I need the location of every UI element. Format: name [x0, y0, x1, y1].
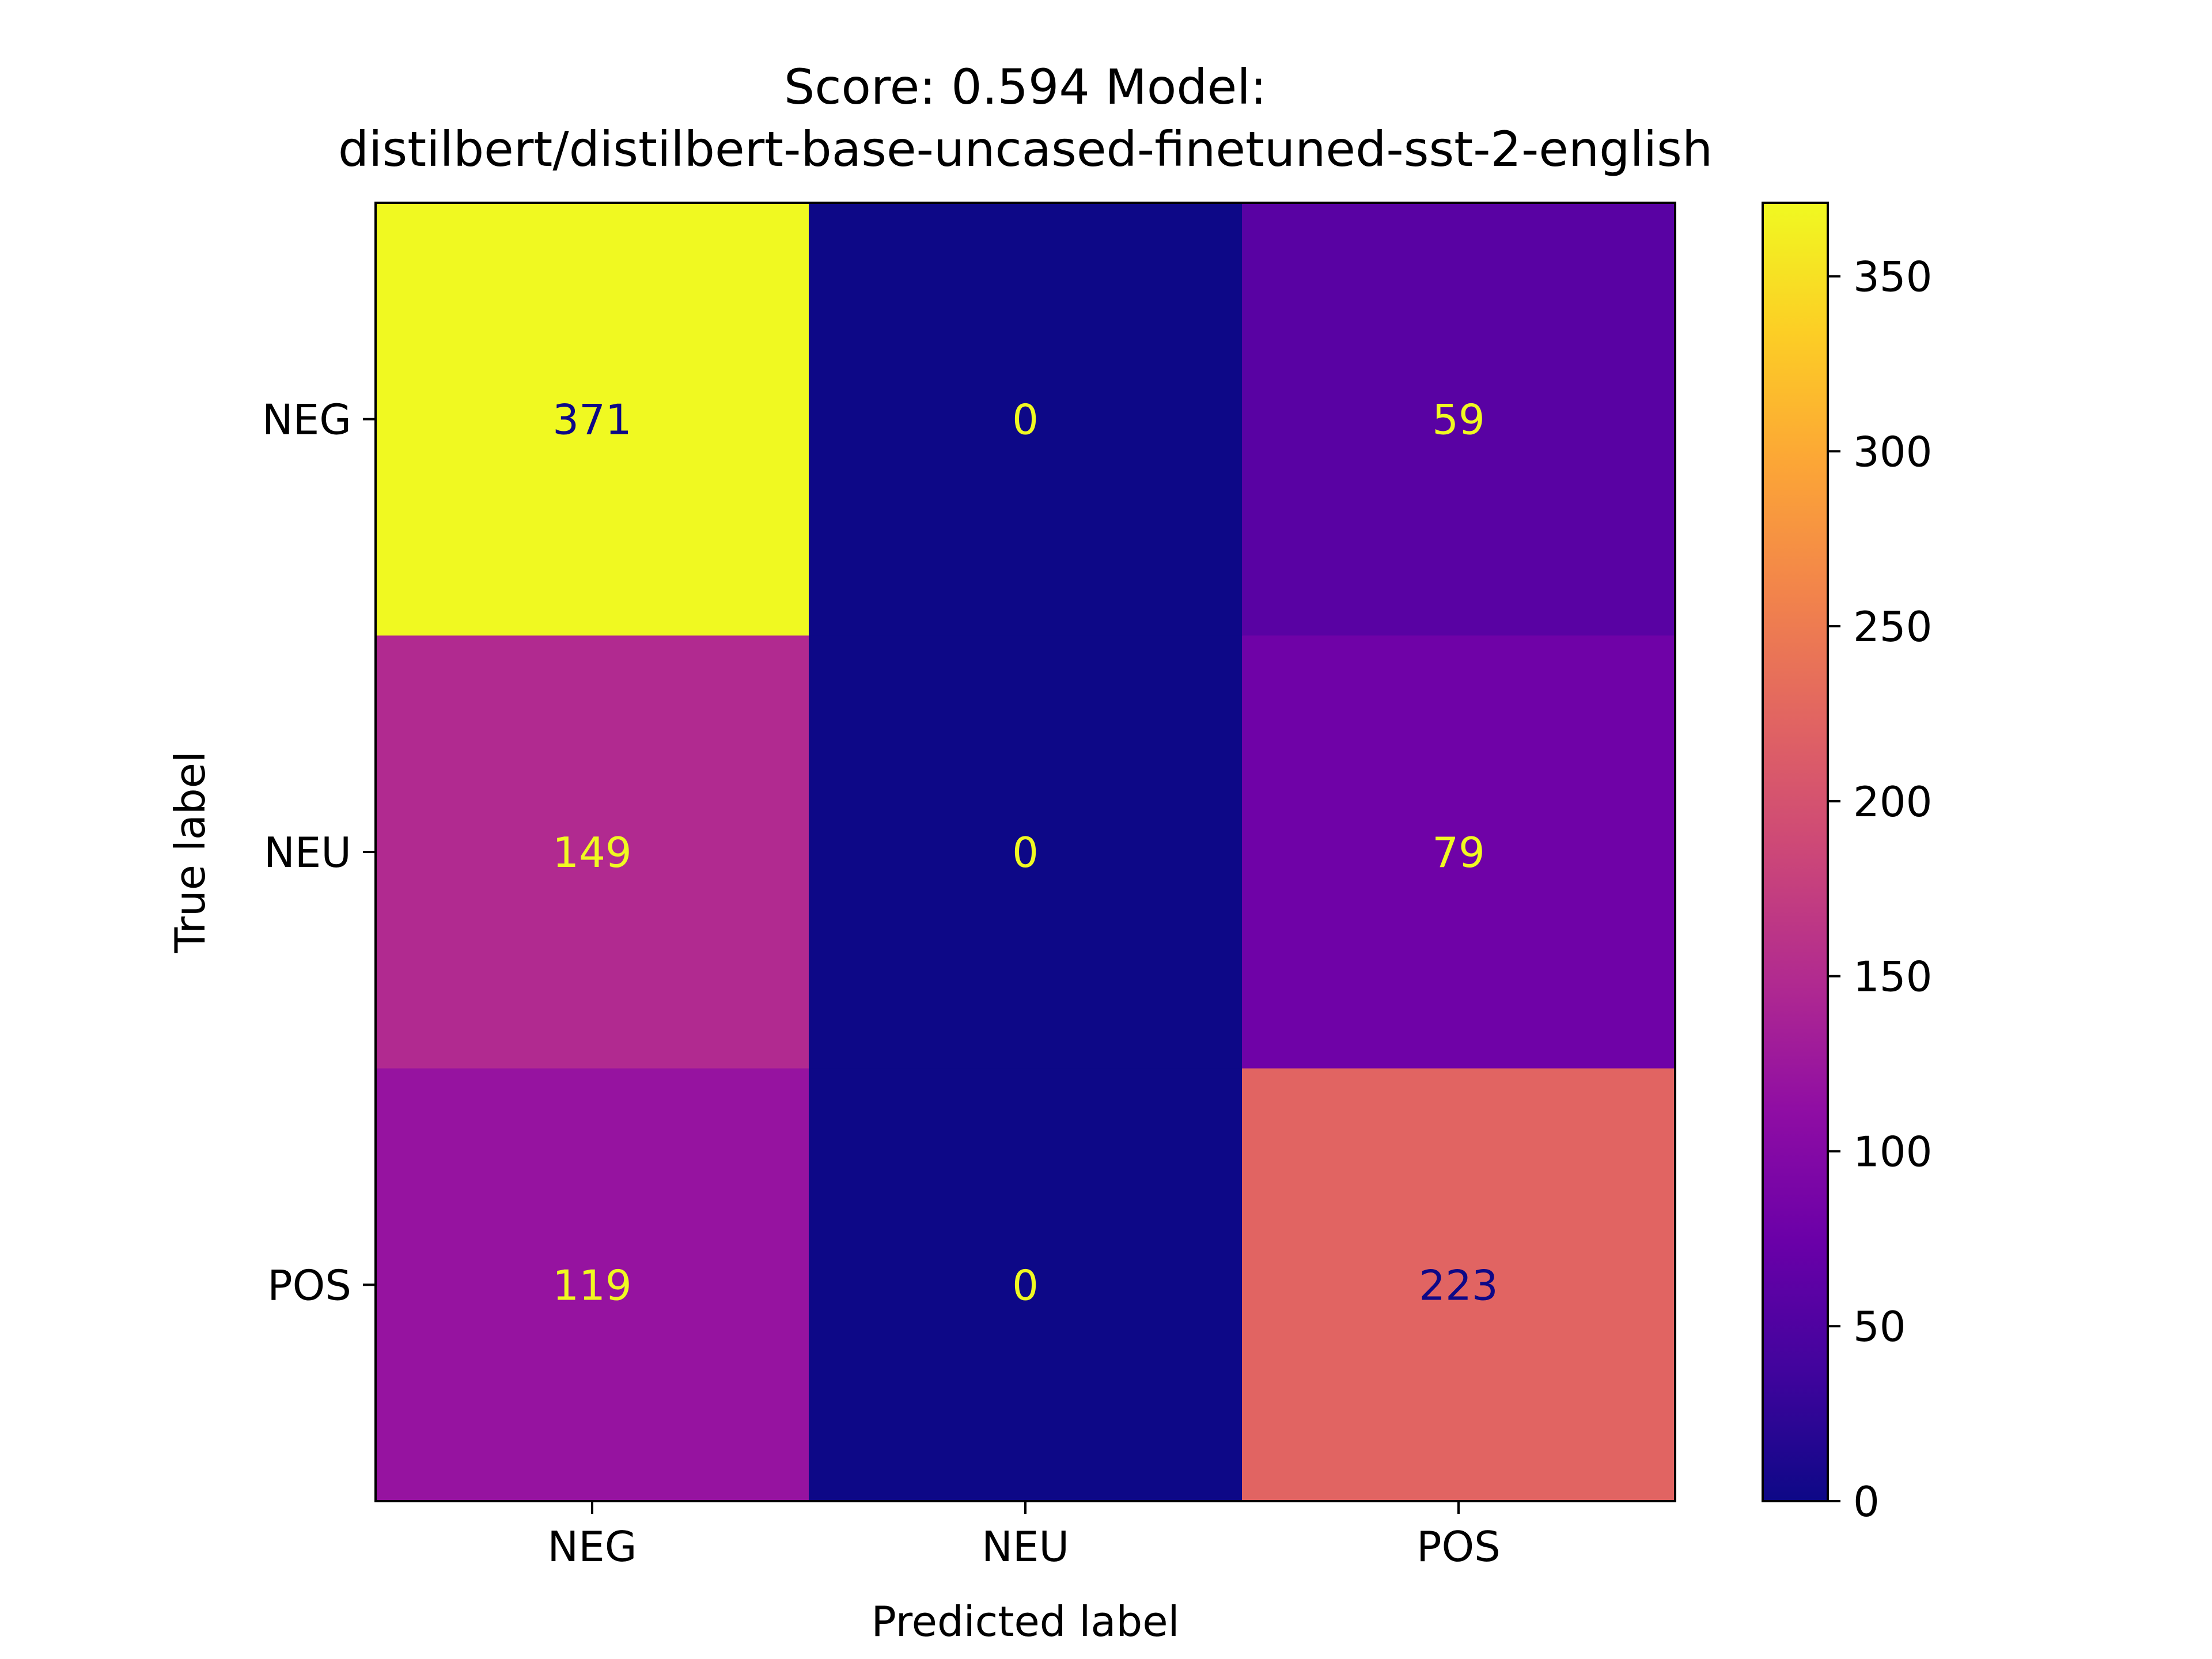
colorbar-tick-label-300: 300 — [1853, 427, 1932, 476]
colorbar-tick-label-100: 100 — [1853, 1127, 1932, 1176]
colorbar-tick-label-150: 150 — [1853, 953, 1932, 1001]
y-tick-label-pos: POS — [267, 1261, 351, 1309]
heatmap-cell-neu-neu — [809, 635, 1243, 1069]
colorbar-tick-label-350: 350 — [1853, 253, 1932, 301]
heatmap-cell-labels: 371 0 59 149 0 79 119 0 223 — [552, 396, 1498, 1310]
colorbar-tick-label-200: 200 — [1853, 778, 1932, 826]
cell-value-neg-pos: 59 — [1432, 396, 1485, 444]
chart-title-line-2: distilbert/distilbert-base-uncased-finet… — [338, 121, 1713, 177]
heatmap-cell-neg-pos — [1242, 203, 1676, 637]
colorbar-ticks: 0 50 100 150 200 250 300 350 — [1828, 253, 1932, 1526]
cell-value-neu-neg: 149 — [552, 828, 631, 877]
heatmap-cell-neu-neg — [376, 635, 809, 1069]
x-axis-label: Predicted label — [871, 1597, 1179, 1646]
cell-value-neg-neu: 0 — [1012, 396, 1039, 444]
heatmap-cell-pos-neg — [376, 1068, 809, 1502]
heatmap-cell-pos-neu — [809, 1068, 1243, 1502]
x-tick-label-neu: NEU — [982, 1522, 1069, 1571]
colorbar-tick-label-250: 250 — [1853, 603, 1932, 651]
cell-value-neu-pos: 79 — [1432, 828, 1485, 877]
heatmap-cell-neg-neg — [376, 203, 809, 637]
heatmap-cell-neu-pos — [1242, 635, 1676, 1069]
colorbar-tick-label-0: 0 — [1853, 1478, 1880, 1526]
y-axis-ticks: NEG NEU POS — [262, 396, 376, 1309]
y-tick-label-neg: NEG — [262, 396, 351, 444]
x-tick-label-neg: NEG — [547, 1522, 637, 1571]
colorbar — [1762, 202, 1829, 1502]
heatmap-cell-neg-neu — [809, 203, 1243, 637]
x-axis-ticks: NEG NEU POS — [547, 1501, 1501, 1571]
y-axis-label: True label — [166, 751, 214, 953]
cell-value-neg-neg: 371 — [552, 396, 631, 444]
heatmap-cells — [376, 203, 1676, 1502]
colorbar-tick-label-50: 50 — [1853, 1302, 1906, 1351]
chart-title-line-1: Score: 0.594 Model: — [784, 59, 1267, 115]
y-tick-label-neu: NEU — [264, 828, 351, 877]
cell-value-neu-neu: 0 — [1012, 828, 1039, 877]
x-tick-label-pos: POS — [1416, 1522, 1501, 1571]
cell-value-pos-pos: 223 — [1419, 1261, 1498, 1309]
heatmap-cell-pos-pos — [1242, 1068, 1676, 1502]
cell-value-pos-neg: 119 — [552, 1261, 631, 1309]
cell-value-pos-neu: 0 — [1012, 1261, 1039, 1309]
